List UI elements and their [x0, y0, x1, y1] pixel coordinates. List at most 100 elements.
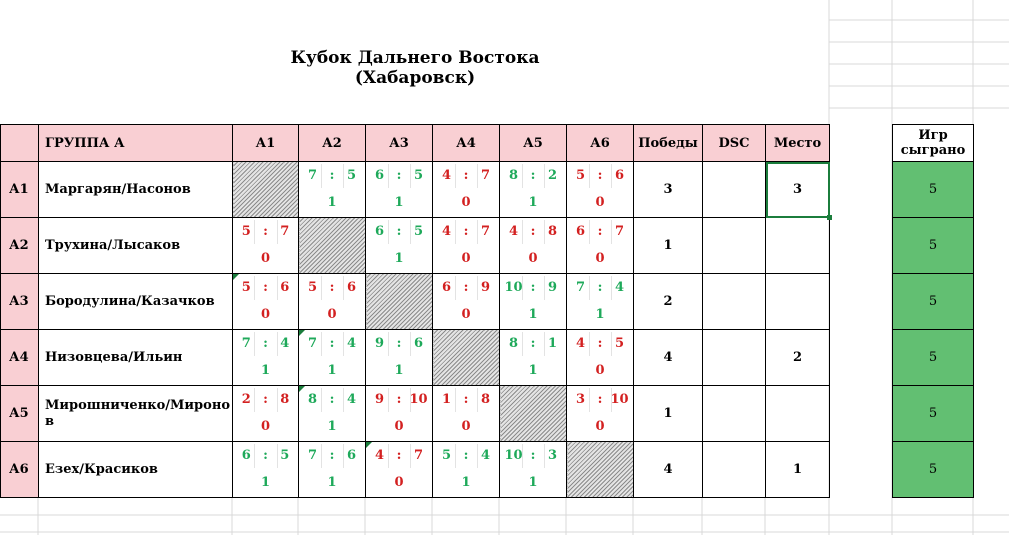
header-place[interactable]: Место: [765, 124, 830, 162]
place-cell[interactable]: [765, 385, 830, 442]
header-row: ГРУППА А А1 А2 А3 А4 А5 А6 Победы DSC Ме…: [0, 124, 830, 162]
dsc-cell[interactable]: [702, 273, 766, 330]
place-cell[interactable]: 3: [765, 161, 832, 220]
score-separator: :: [263, 280, 268, 295]
games-played-cell[interactable]: 5: [892, 161, 974, 218]
match-score: 9:10: [366, 392, 432, 410]
match-cell[interactable]: 9:10 0: [365, 385, 433, 442]
match-score: 6:5: [233, 448, 298, 466]
games-played-cell[interactable]: 5: [892, 385, 974, 442]
team-name[interactable]: Мирошниченко/Миронов: [38, 385, 233, 442]
games-played-cell[interactable]: 5: [892, 217, 974, 274]
match-score: 5:6: [299, 280, 365, 298]
team-name[interactable]: Низовцева/Ильин: [38, 329, 233, 386]
sub-cell-divider: [254, 444, 256, 468]
header-col-a4[interactable]: А4: [432, 124, 500, 162]
header-col-a3[interactable]: А3: [365, 124, 433, 162]
dsc-cell[interactable]: [702, 161, 766, 218]
dsc-cell[interactable]: [702, 329, 766, 386]
team-id[interactable]: А1: [0, 161, 39, 218]
sub-cell-divider: [320, 276, 322, 300]
self-match-cell[interactable]: [432, 329, 500, 386]
sub-cell-divider: [320, 332, 322, 356]
team-name[interactable]: Бородулина/Казачков: [38, 273, 233, 330]
header-dsc[interactable]: DSC: [702, 124, 766, 162]
wins-cell[interactable]: 1: [633, 385, 703, 442]
dsc-cell[interactable]: [702, 217, 766, 274]
match-points: 0: [595, 195, 605, 210]
header-corner[interactable]: [0, 124, 39, 162]
dsc-cell[interactable]: [702, 385, 766, 442]
self-match-cell[interactable]: [499, 385, 567, 442]
match-cell[interactable]: 10:3 1: [499, 441, 567, 498]
header-wins[interactable]: Победы: [633, 124, 703, 162]
self-match-cell[interactable]: [365, 273, 433, 330]
score-opponent: 5: [413, 224, 424, 239]
wins-cell[interactable]: 4: [633, 441, 703, 498]
match-score: 5:6: [233, 280, 298, 298]
games-played-cell[interactable]: 5: [892, 441, 974, 498]
team-id[interactable]: А6: [0, 441, 39, 498]
team-id[interactable]: А3: [0, 273, 39, 330]
self-match-cell[interactable]: [566, 441, 634, 498]
wins-cell[interactable]: 1: [633, 217, 703, 274]
wins-cell[interactable]: 2: [633, 273, 703, 330]
header-games-played[interactable]: Игр сыграно: [892, 124, 974, 162]
match-cell[interactable]: 3:10 0: [566, 385, 634, 442]
self-match-cell[interactable]: [232, 161, 299, 218]
games-played-cell[interactable]: 5: [892, 329, 974, 386]
header-col-a6[interactable]: А6: [566, 124, 634, 162]
self-match-cell[interactable]: [298, 217, 366, 274]
place-cell[interactable]: 1: [765, 441, 830, 498]
fill-handle[interactable]: [827, 215, 832, 220]
wins-cell[interactable]: 4: [633, 329, 703, 386]
match-cell[interactable]: 10:9 1: [499, 273, 567, 330]
dsc-cell[interactable]: [702, 441, 766, 498]
header-col-a2[interactable]: А2: [298, 124, 366, 162]
header-col-a5[interactable]: А5: [499, 124, 567, 162]
place-cell[interactable]: [765, 273, 830, 330]
team-name[interactable]: Маргарян/Насонов: [38, 161, 233, 218]
team-name[interactable]: Трухина/Лысаков: [38, 217, 233, 274]
score-separator: :: [597, 336, 603, 351]
sub-cell-divider: [410, 332, 412, 356]
team-id[interactable]: А5: [0, 385, 39, 442]
score-opponent: 8: [547, 224, 558, 239]
team-name[interactable]: Езех/Красиков: [38, 441, 233, 498]
header-col-a1[interactable]: А1: [232, 124, 299, 162]
header-group[interactable]: ГРУППА А: [38, 124, 233, 162]
sub-cell-divider: [254, 332, 256, 356]
team-id[interactable]: А4: [0, 329, 39, 386]
place-cell[interactable]: 2: [765, 329, 830, 386]
place-cell[interactable]: [765, 217, 830, 274]
wins-cell[interactable]: 3: [633, 161, 703, 218]
team-id[interactable]: А2: [0, 217, 39, 274]
games-played-cell[interactable]: 5: [892, 273, 974, 330]
